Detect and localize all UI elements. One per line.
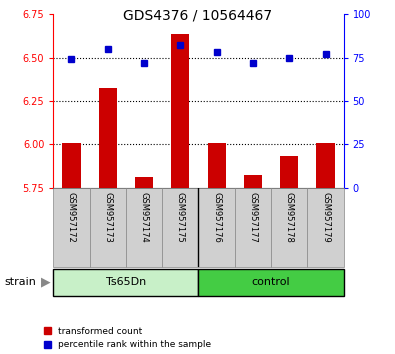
Bar <box>271 188 307 267</box>
Text: GDS4376 / 10564467: GDS4376 / 10564467 <box>123 9 272 23</box>
Bar <box>199 188 235 267</box>
Bar <box>280 156 298 188</box>
Bar <box>207 143 226 188</box>
Bar <box>53 188 90 267</box>
Bar <box>162 188 199 267</box>
Bar <box>90 188 126 267</box>
Bar <box>62 143 81 188</box>
Legend: transformed count, percentile rank within the sample: transformed count, percentile rank withi… <box>44 327 212 349</box>
Text: strain: strain <box>4 277 36 287</box>
Text: GSM957178: GSM957178 <box>285 192 294 242</box>
Bar <box>235 188 271 267</box>
Bar <box>99 88 117 188</box>
Text: GSM957175: GSM957175 <box>176 192 185 242</box>
Text: control: control <box>252 277 290 287</box>
Bar <box>126 188 162 267</box>
Bar <box>171 34 190 188</box>
Text: ▶: ▶ <box>41 276 50 289</box>
Bar <box>307 188 344 267</box>
Bar <box>135 177 153 188</box>
Text: GSM957174: GSM957174 <box>139 192 149 242</box>
Text: GSM957177: GSM957177 <box>248 192 258 242</box>
Text: GSM957176: GSM957176 <box>212 192 221 242</box>
Bar <box>53 269 199 296</box>
Bar <box>244 176 262 188</box>
Text: GSM957172: GSM957172 <box>67 192 76 242</box>
Text: GSM957179: GSM957179 <box>321 192 330 242</box>
Bar <box>316 143 335 188</box>
Text: GSM957173: GSM957173 <box>103 192 112 242</box>
Text: Ts65Dn: Ts65Dn <box>106 277 146 287</box>
Bar <box>199 269 344 296</box>
